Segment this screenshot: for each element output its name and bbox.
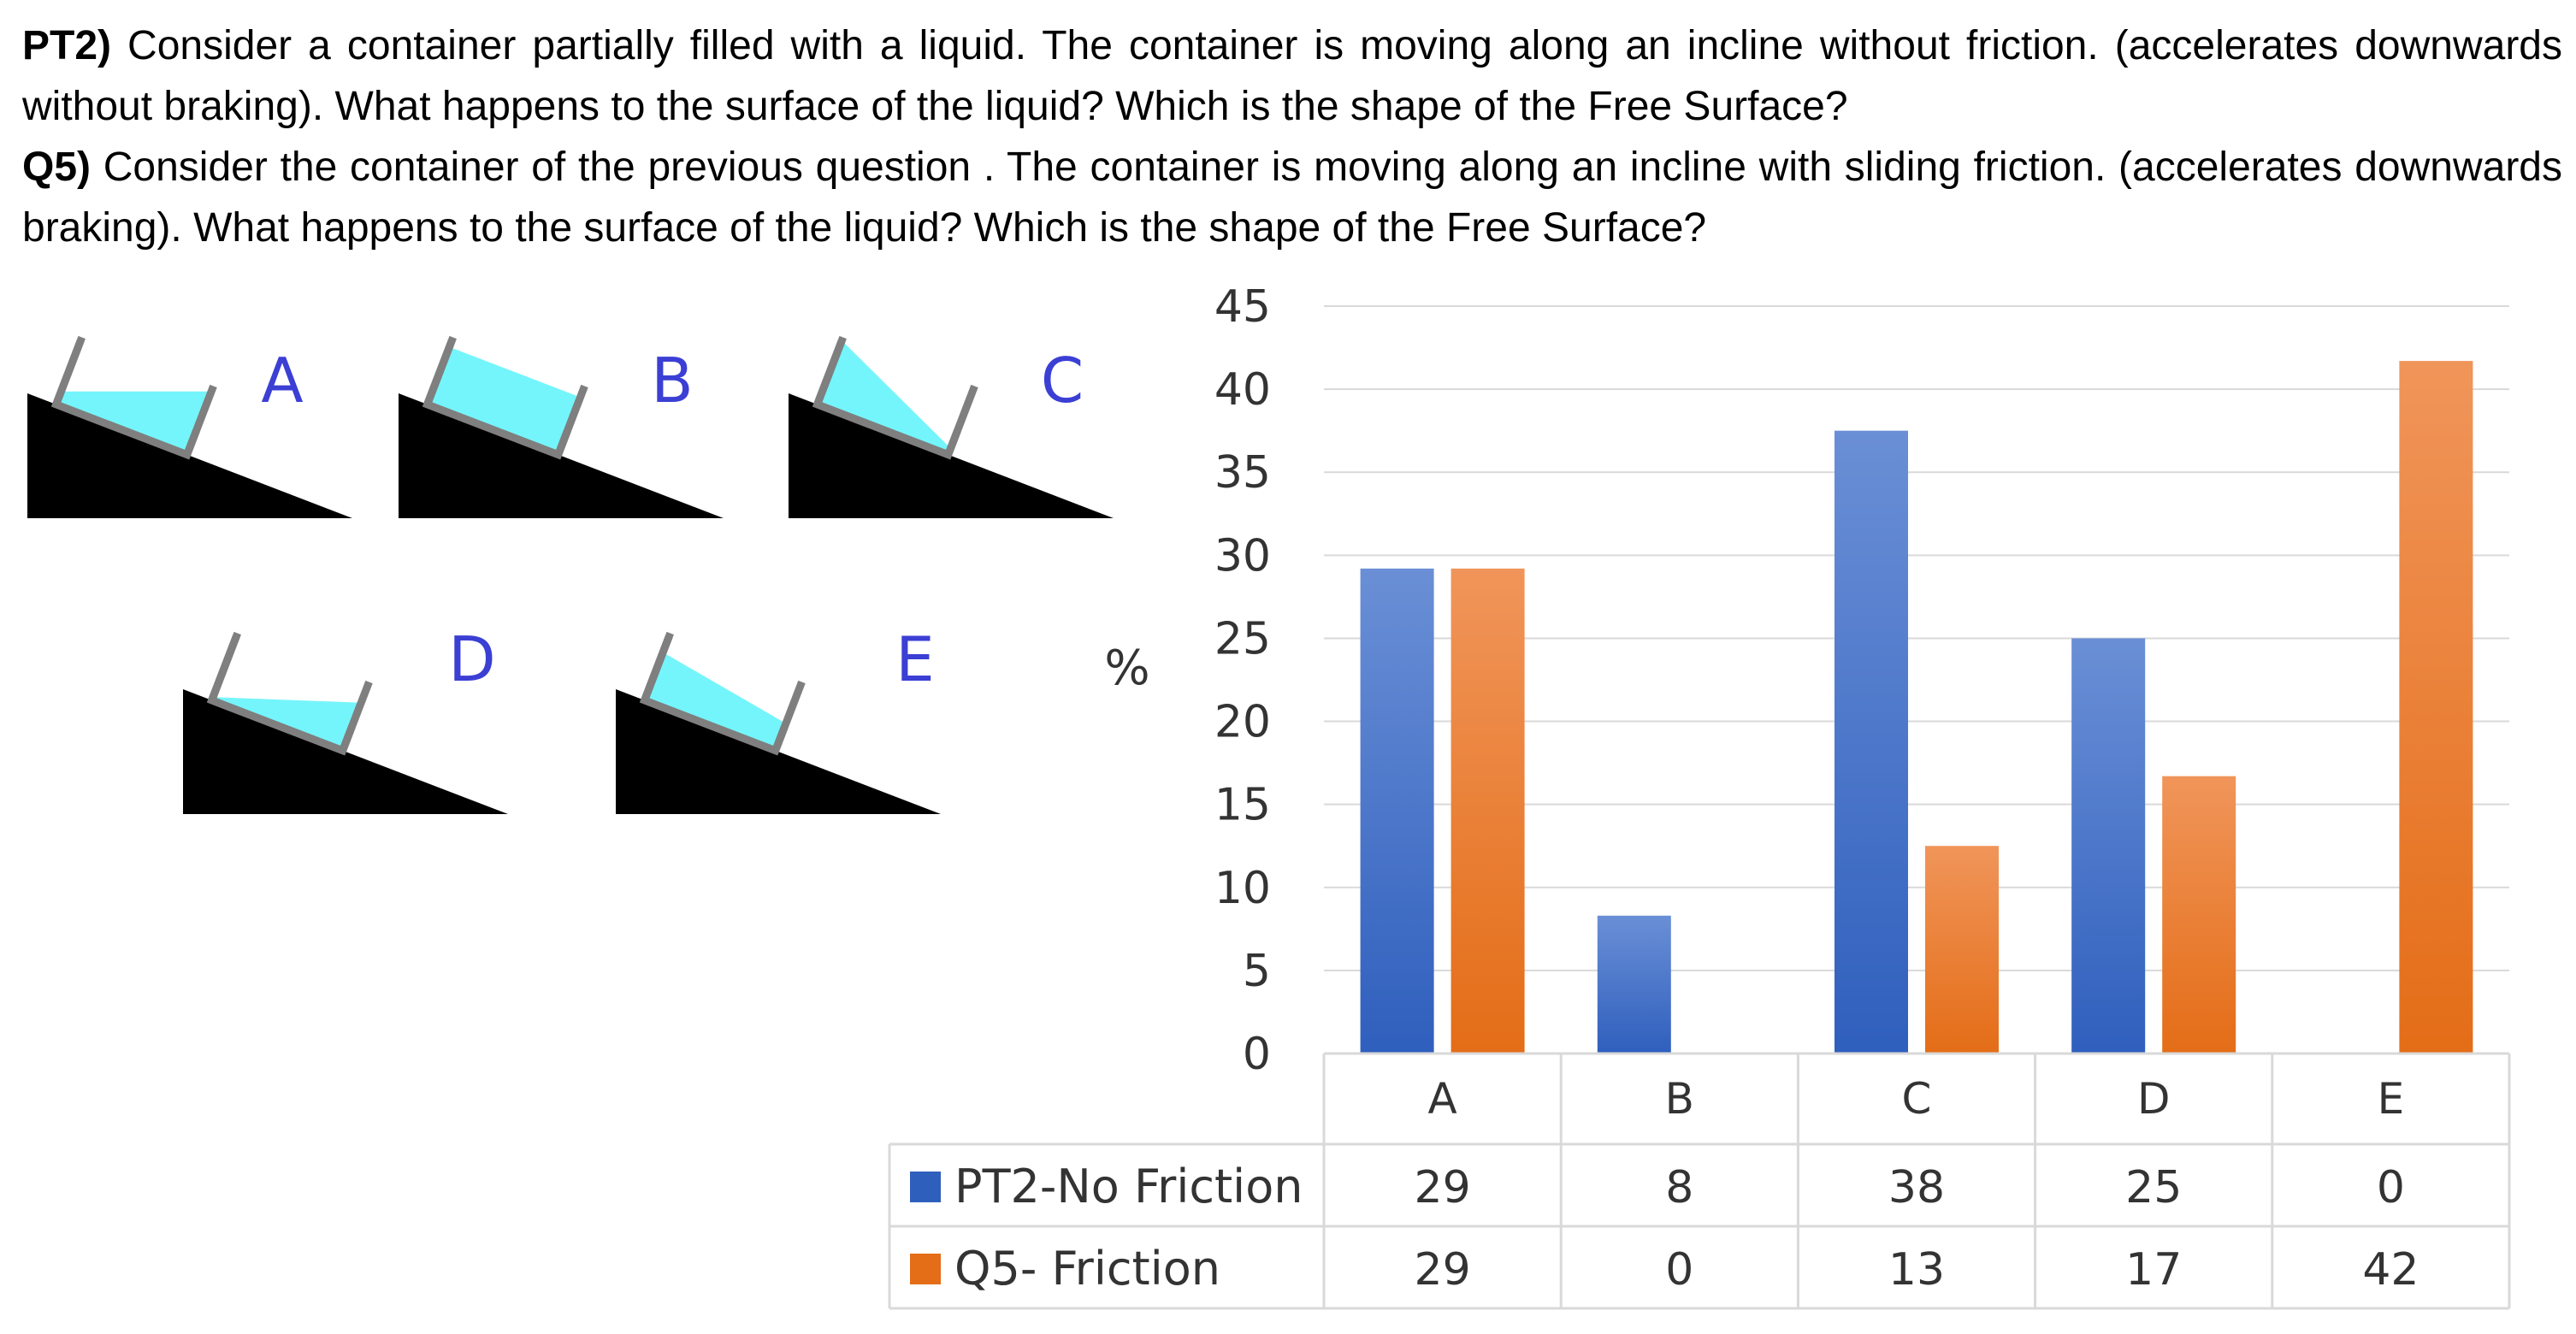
- pt2-label: PT2): [22, 23, 112, 68]
- container-left-wall: [208, 635, 240, 702]
- table-cell-value: 8: [1665, 1162, 1693, 1213]
- x-category-label-a: A: [1427, 1074, 1456, 1124]
- legend-label-pt2: PT2-No Friction: [954, 1160, 1303, 1213]
- container-right-wall: [339, 680, 373, 753]
- legend-key-q5: [910, 1254, 941, 1284]
- bar-pt2-b: [1597, 915, 1671, 1054]
- incline-diagram-a: A: [27, 335, 352, 518]
- table-cell-value: 17: [2125, 1244, 2182, 1296]
- liquid: [427, 346, 581, 455]
- bar-q5-d: [2162, 776, 2236, 1054]
- question-text: PT2) Consider a container partially fill…: [22, 15, 2562, 258]
- bar-pt2-a: [1360, 568, 1434, 1054]
- diagram-label-e: E: [895, 623, 935, 695]
- x-category-label-c: C: [1902, 1074, 1932, 1124]
- y-tick-label: 45: [1214, 281, 1271, 333]
- bar-q5-c: [1925, 846, 1999, 1054]
- container-left-wall: [52, 339, 85, 406]
- container-left-wall: [423, 339, 456, 406]
- liquid: [644, 652, 786, 751]
- table-cell-value: 42: [2362, 1244, 2419, 1296]
- pt2-question: PT2) Consider a container partially fill…: [22, 15, 2562, 137]
- q5-label: Q5): [22, 145, 92, 190]
- x-category-label-d: D: [2137, 1074, 2171, 1124]
- container-left-wall: [641, 635, 673, 702]
- table-cell-value: 38: [1888, 1162, 1945, 1213]
- container-right-wall: [554, 384, 588, 457]
- table-cell-value: 0: [2377, 1162, 2405, 1213]
- y-tick-label: 40: [1214, 364, 1271, 416]
- incline-diagram-d: D: [183, 623, 508, 814]
- q5-question: Q5) Consider the container of the previo…: [22, 137, 2562, 258]
- q5-text: Consider the container of the previous q…: [22, 145, 2562, 251]
- incline-diagrams: A B C D E: [27, 335, 1114, 814]
- pt2-text: Consider a container partially filled wi…: [22, 23, 2562, 129]
- bar-pt2-c: [1835, 430, 1908, 1054]
- incline-diagram-e: E: [616, 623, 941, 814]
- liquid: [211, 697, 362, 751]
- legend-key-pt2: [910, 1172, 941, 1202]
- table-cell-value: 29: [1415, 1162, 1471, 1213]
- bar-q5-a: [1450, 568, 1525, 1054]
- y-tick-label: 10: [1214, 863, 1271, 914]
- container-right-wall: [771, 680, 806, 753]
- diagram-label-a: A: [261, 345, 303, 416]
- table-cell-value: 0: [1665, 1244, 1693, 1296]
- table-cell-value: 13: [1888, 1244, 1945, 1296]
- container-right-wall: [944, 384, 978, 457]
- incline-diagram-b: B: [399, 335, 724, 518]
- container-right-wall: [183, 384, 217, 457]
- x-category-label-b: B: [1665, 1074, 1694, 1124]
- y-tick-label: 0: [1243, 1029, 1271, 1080]
- liquid: [56, 391, 212, 455]
- y-axis-label: %: [1104, 640, 1149, 696]
- bar-pt2-d: [2071, 638, 2146, 1054]
- bar-chart: 0 5 10 15 20 25 30 35 40 45% A B C D E PT2-No Friction 2…: [888, 281, 2511, 1310]
- x-category-label-e: E: [2378, 1074, 2405, 1124]
- y-tick-label: 30: [1214, 530, 1271, 581]
- y-tick-label: 5: [1243, 946, 1271, 997]
- table-cell-value: 25: [2125, 1162, 2182, 1213]
- bar-q5-e: [2399, 361, 2473, 1054]
- y-tick-label: 35: [1214, 447, 1271, 499]
- y-tick-label: 20: [1214, 697, 1271, 748]
- diagram-label-c: C: [1041, 345, 1084, 416]
- diagram-label-d: D: [448, 623, 495, 695]
- liquid: [817, 340, 951, 455]
- y-tick-label: 25: [1214, 613, 1271, 664]
- y-tick-label: 15: [1214, 780, 1271, 831]
- table-cell-value: 29: [1415, 1244, 1471, 1296]
- legend-label-q5: Q5- Friction: [954, 1242, 1220, 1296]
- incline-diagram-c: C: [789, 335, 1114, 518]
- container-left-wall: [813, 339, 846, 406]
- diagram-label-b: B: [651, 345, 693, 416]
